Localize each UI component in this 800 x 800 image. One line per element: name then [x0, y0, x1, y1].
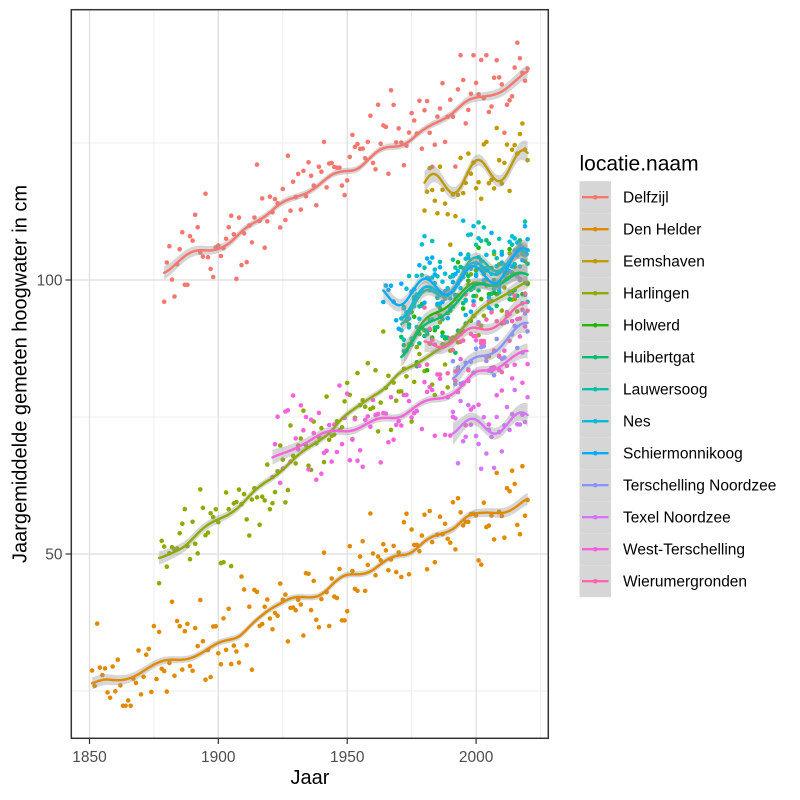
svg-text:Jaargemiddelde gemeten hoogwat: Jaargemiddelde gemeten hoogwater in cm — [10, 185, 32, 563]
svg-text:Den Helder: Den Helder — [623, 222, 701, 239]
svg-text:Texel Noordzee: Texel Noordzee — [623, 510, 731, 527]
svg-text:2000: 2000 — [459, 749, 494, 766]
svg-text:1900: 1900 — [201, 749, 236, 766]
svg-text:100: 100 — [37, 273, 63, 290]
svg-text:Wierumergronden: Wierumergronden — [623, 574, 747, 591]
svg-text:Delfzijl: Delfzijl — [623, 190, 669, 207]
svg-text:locatie.naam: locatie.naam — [580, 153, 699, 176]
svg-text:Schiermonnikoog: Schiermonnikoog — [623, 446, 743, 463]
svg-text:1950: 1950 — [330, 749, 365, 766]
svg-text:Eemshaven: Eemshaven — [623, 254, 705, 271]
svg-text:Holwerd: Holwerd — [623, 318, 680, 335]
svg-text:Lauwersoog: Lauwersoog — [623, 382, 707, 399]
svg-text:Jaar: Jaar — [291, 767, 330, 789]
svg-text:Nes: Nes — [623, 414, 651, 431]
svg-text:Harlingen: Harlingen — [623, 286, 689, 303]
svg-text:West-Terschelling: West-Terschelling — [623, 542, 745, 559]
svg-text:Terschelling Noordzee: Terschelling Noordzee — [623, 478, 776, 495]
svg-text:Huibertgat: Huibertgat — [623, 350, 695, 367]
svg-text:50: 50 — [45, 547, 63, 564]
svg-text:1850: 1850 — [72, 749, 107, 766]
